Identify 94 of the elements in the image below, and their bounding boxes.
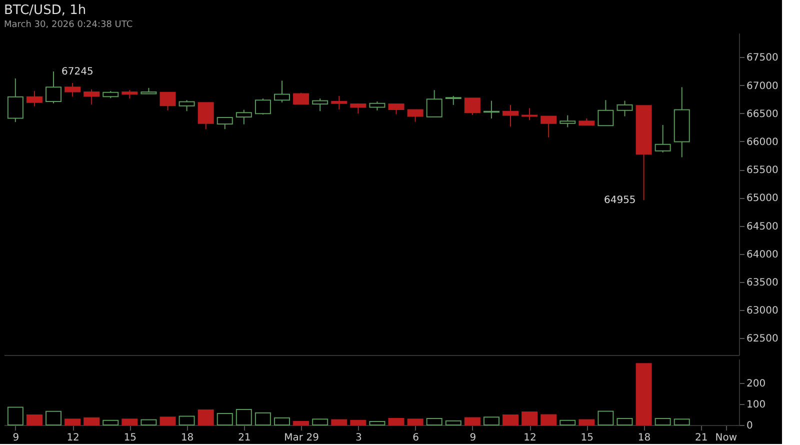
candlestick (502, 104, 519, 128)
bar (64, 418, 81, 426)
bar (140, 419, 157, 426)
bar (331, 419, 348, 426)
bar (26, 414, 42, 426)
bar (540, 414, 557, 426)
y-tick-label: 64500 (746, 221, 778, 232)
y-tick-label: 64000 (746, 249, 778, 260)
x-tick-label: 18 (180, 432, 194, 444)
y-tick-label: 67500 (746, 52, 778, 64)
x-tick-label: 9 (470, 432, 476, 444)
candlestick (407, 109, 424, 122)
candlestick (84, 88, 100, 106)
bar (464, 417, 480, 426)
bar (522, 412, 538, 426)
annotation: 64955 (604, 195, 636, 206)
bar (578, 419, 595, 426)
candlestick (274, 80, 290, 103)
bar (426, 418, 442, 426)
y-tick-label: 65000 (746, 193, 778, 204)
x-tick-label: 12 (524, 432, 536, 444)
bar (160, 416, 176, 426)
bar (407, 418, 424, 426)
y-tick-label: 0 (746, 420, 753, 432)
bar (7, 406, 24, 426)
chart-title: BTC/USD, 1h (4, 3, 86, 18)
bar (560, 420, 576, 426)
candlestick (46, 70, 62, 104)
bar (674, 418, 690, 426)
x-tick-label: 3 (355, 432, 362, 444)
bar (122, 418, 138, 426)
x-tick-label: 15 (124, 432, 137, 444)
bar (216, 413, 233, 426)
x-tick-label: 15 (580, 432, 594, 444)
candlestick (616, 100, 633, 117)
y-tick-label: 65500 (746, 165, 778, 176)
y-tick-label: 67000 (746, 80, 778, 92)
x-tick-label: 12 (66, 432, 80, 444)
candlestick (312, 98, 328, 112)
y-tick-label: 100 (746, 400, 766, 411)
bar (636, 363, 652, 426)
bar (369, 420, 386, 426)
chart-subtitle: March 30, 2026 0:24:38 UTC (4, 20, 133, 30)
candlestick (540, 116, 557, 138)
candlestick (236, 109, 252, 125)
x-tick-label: Mar 29 (284, 432, 319, 444)
bar (254, 412, 271, 426)
bar (388, 418, 404, 426)
x-tick-label: 21 (238, 432, 251, 444)
candlestick (178, 100, 195, 112)
candlestick (331, 95, 348, 110)
candlestick (426, 90, 442, 118)
x-tick-label: Now (715, 432, 738, 444)
y-tick-label: 63000 (746, 306, 778, 317)
bar (502, 414, 519, 426)
candlestick (26, 90, 42, 107)
candlestick (7, 78, 24, 123)
annotation: 67245 (62, 66, 94, 78)
bar (312, 418, 328, 426)
candlestick (522, 108, 538, 121)
bar (178, 416, 195, 426)
y-tick-label: 200 (746, 378, 766, 390)
bar (483, 416, 500, 426)
candlestick (654, 124, 671, 153)
bar (445, 420, 462, 426)
candlestick (198, 102, 214, 130)
bar (274, 417, 290, 426)
candlestick (560, 114, 576, 128)
bar (84, 417, 100, 426)
bar (598, 410, 614, 426)
x-tick-label: 21 (695, 432, 708, 444)
y-tick-label: 66500 (746, 108, 778, 120)
candlestick (64, 82, 81, 98)
candlestick (160, 92, 176, 111)
candlestick (598, 100, 614, 126)
bar (198, 409, 214, 426)
bar (616, 418, 633, 426)
candlestick (254, 98, 271, 116)
y-tick-label: 62500 (746, 334, 778, 345)
candlestick (388, 103, 404, 115)
x-tick-label: 9 (12, 432, 20, 444)
bar (350, 420, 366, 426)
y-tick-label: 63500 (746, 277, 778, 288)
bar (46, 410, 62, 426)
bar (102, 420, 119, 426)
y-tick-label: 66000 (746, 136, 778, 148)
bar (236, 409, 252, 426)
candlestick (464, 98, 480, 116)
bar (654, 418, 671, 426)
bar (293, 420, 310, 426)
candlestick (483, 100, 500, 119)
x-tick-label: 18 (638, 432, 651, 444)
x-tick-label: 6 (412, 432, 419, 444)
candlestick (216, 117, 233, 130)
